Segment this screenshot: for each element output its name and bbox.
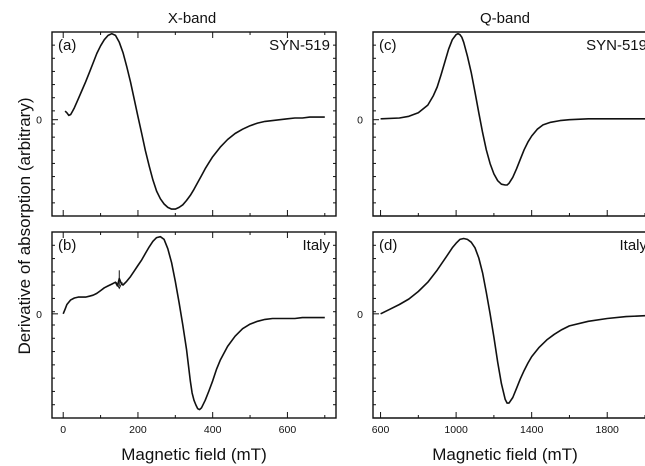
y-zero-label: 0 — [36, 115, 42, 127]
spectrum-line — [380, 237, 645, 404]
panel-tag: (b) — [58, 237, 76, 254]
sample-label: Italy — [302, 237, 330, 254]
x-tick-label: 1000 — [444, 424, 468, 436]
column-title-q-band: Q-band — [480, 10, 530, 27]
sample-label: SYN-519 — [586, 37, 645, 54]
column-title-x-band: X-band — [168, 10, 216, 27]
x-tick-label: 600 — [372, 424, 390, 436]
panels: 0 (a) SYN-519 0 200 400 600 0 (b) Italy 0 (c) SYN-51… — [36, 31, 645, 436]
panel-c: 0 (c) SYN-519 — [357, 31, 645, 217]
annotation-arrow-head — [115, 282, 123, 290]
panel-frame — [51, 231, 337, 419]
spectrum-line — [380, 32, 645, 186]
x-tick-label: 1800 — [596, 424, 620, 436]
spectrum-line — [62, 235, 325, 411]
x-tick-label: 1400 — [520, 424, 544, 436]
panel-frame — [372, 231, 645, 419]
panel-tag: (c) — [379, 37, 397, 54]
x-axis-label-x-band: Magnetic field (mT) — [121, 445, 266, 464]
x-tick-label: 400 — [204, 424, 222, 436]
panel-b: 0 200 400 600 0 (b) Italy — [36, 231, 337, 436]
panel-tag: (d) — [379, 237, 397, 254]
x-axis-label-q-band: Magnetic field (mT) — [432, 445, 577, 464]
sample-label: SYN-519 — [269, 37, 330, 54]
x-tick-label: 600 — [279, 424, 297, 436]
panel-frame — [372, 31, 645, 217]
x-tick-label: 200 — [129, 424, 147, 436]
y-zero-label: 0 — [357, 115, 363, 127]
sample-label: Italy — [619, 237, 645, 254]
panel-d: 600 1000 1400 1800 0 (d) Italy — [357, 231, 645, 436]
panel-tag: (a) — [58, 37, 76, 54]
y-zero-label: 0 — [36, 309, 42, 321]
y-zero-label: 0 — [357, 309, 363, 321]
panel-a: 0 (a) SYN-519 — [36, 31, 337, 217]
y-axis-label: Derivative of absorption (arbitrary) — [15, 98, 34, 355]
x-tick-label: 0 — [60, 424, 66, 436]
spectrum-line — [64, 32, 325, 210]
